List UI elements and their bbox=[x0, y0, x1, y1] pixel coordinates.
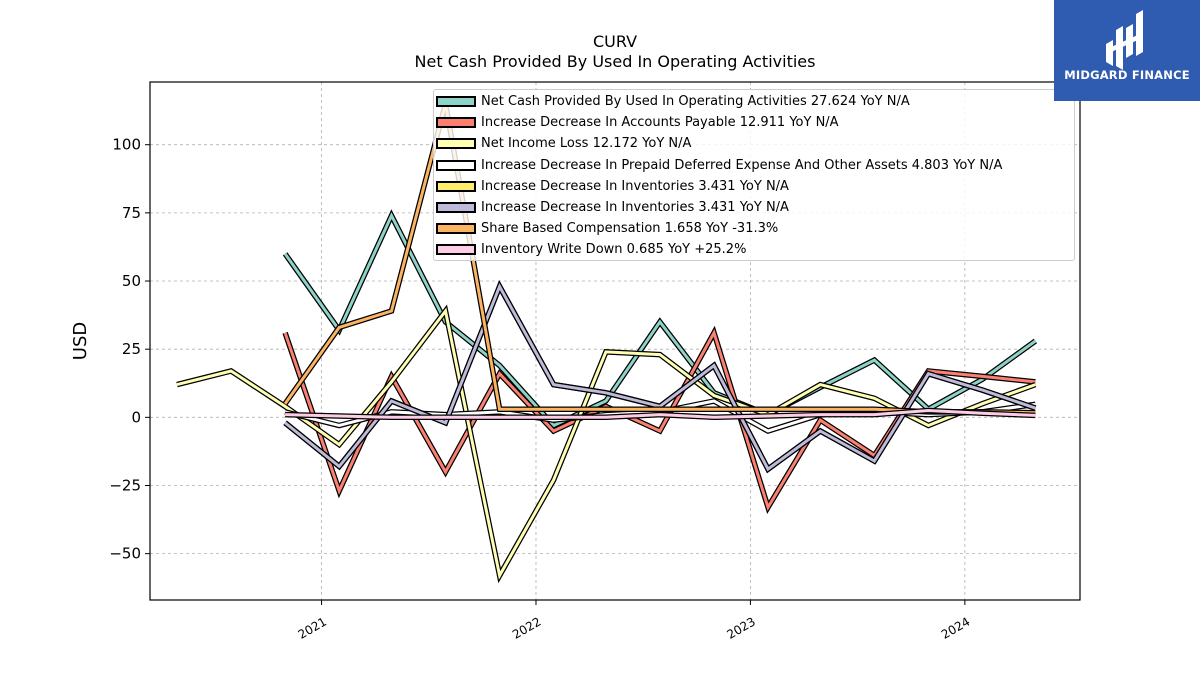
legend-swatch bbox=[436, 244, 476, 256]
logo-mark-icon bbox=[1106, 10, 1143, 70]
brand-logo: MIDGARD FINANCE bbox=[1054, 0, 1200, 101]
y-tick-label: −25 bbox=[109, 476, 141, 494]
x-tick-label: 2023 bbox=[724, 614, 757, 641]
legend-label: Increase Decrease In Accounts Payable 12… bbox=[481, 115, 839, 131]
y-tick-label: 100 bbox=[112, 136, 141, 154]
legend-swatch bbox=[436, 202, 476, 213]
series-stroke bbox=[284, 282, 1036, 472]
legend-label: Increase Decrease In Inventories 3.431 Y… bbox=[481, 200, 789, 215]
series-line-3 bbox=[176, 304, 1037, 584]
x-tick-label: 2021 bbox=[296, 614, 329, 641]
y-axis-label: USD bbox=[70, 322, 91, 360]
logo-wordmark: MIDGARD FINANCE bbox=[1064, 68, 1190, 82]
series-stroke bbox=[176, 307, 1036, 580]
series-stroke bbox=[285, 408, 1036, 419]
chart-title: CURV bbox=[592, 32, 638, 51]
legend-swatch bbox=[436, 96, 476, 107]
legend-label: Share Based Compensation 1.658 YoY -31.3… bbox=[481, 221, 779, 237]
legend-label: Increase Decrease In Inventories 3.431 Y… bbox=[481, 178, 789, 194]
y-tick-label: 0 bbox=[131, 408, 141, 426]
series-line-8 bbox=[285, 407, 1036, 421]
x-tick-label: 2024 bbox=[939, 614, 972, 641]
legend-label: Inventory Write Down 0.685 YoY +25.2% bbox=[481, 242, 747, 258]
legend-swatch bbox=[436, 180, 476, 192]
chart-subtitle: Net Cash Provided By Used In Operating A… bbox=[414, 52, 816, 71]
y-tick-label: 50 bbox=[122, 272, 141, 290]
legend-swatch bbox=[436, 117, 476, 129]
legend-swatch bbox=[436, 159, 476, 171]
legend: Net Cash Provided By Used In Operating A… bbox=[433, 89, 1075, 261]
y-tick-label: −50 bbox=[109, 545, 141, 563]
series-line-6 bbox=[283, 280, 1037, 474]
series-layer bbox=[176, 103, 1038, 584]
plot-frame bbox=[149, 81, 1081, 601]
legend-label: Increase Decrease In Prepaid Deferred Ex… bbox=[481, 157, 1003, 173]
y-tick-label: 75 bbox=[122, 204, 141, 222]
legend-label: Net Cash Provided By Used In Operating A… bbox=[481, 94, 910, 109]
x-tick-label: 2022 bbox=[510, 614, 543, 641]
legend-swatch bbox=[436, 138, 476, 150]
y-tick-label: 25 bbox=[122, 340, 141, 358]
legend-swatch bbox=[436, 223, 476, 235]
legend-label: Net Income Loss 12.172 YoY N/A bbox=[481, 136, 692, 152]
